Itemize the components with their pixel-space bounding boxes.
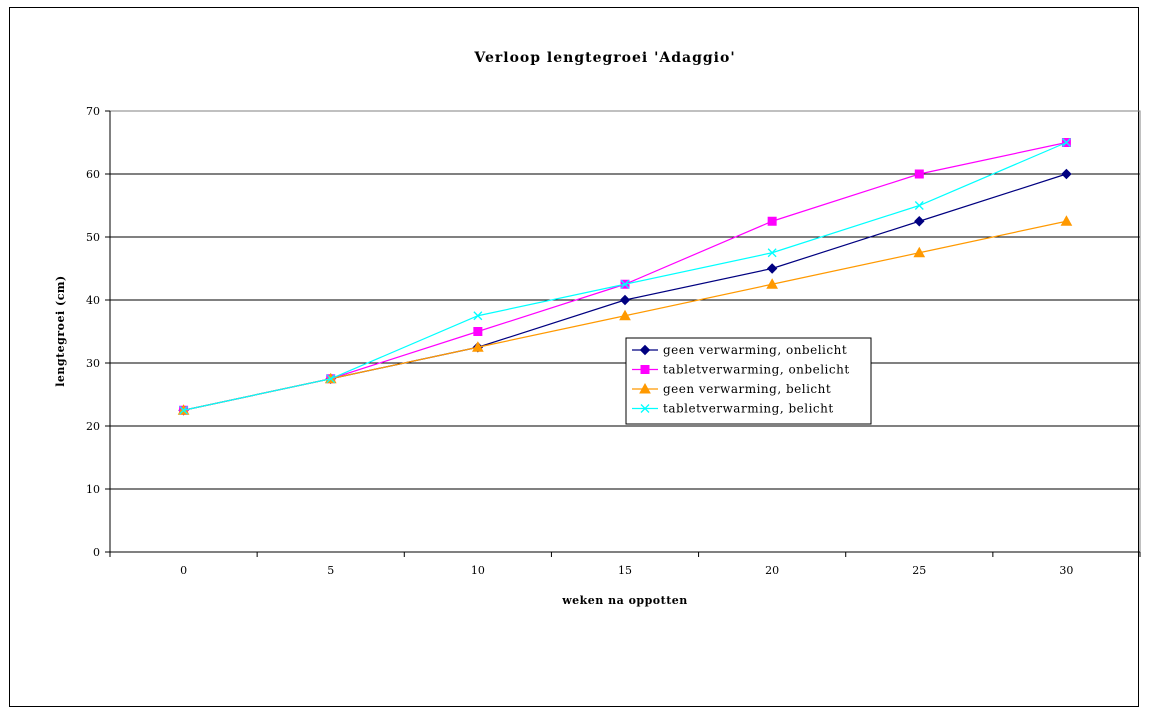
data-point — [619, 309, 631, 321]
legend-label: tabletverwarming, belicht — [663, 402, 834, 416]
y-tick-labels: 0 10 20 30 40 50 60 70 — [86, 105, 110, 559]
data-point — [914, 216, 925, 227]
x-tick-label: 10 — [471, 564, 485, 577]
x-tick-label: 30 — [1059, 564, 1073, 577]
legend-label: tabletverwarming, onbelicht — [663, 363, 850, 377]
y-tick-label: 10 — [86, 483, 100, 496]
series-group — [177, 138, 1073, 416]
legend-item: tabletverwarming, onbelicht — [632, 363, 850, 377]
data-point — [767, 248, 777, 258]
y-tick-label: 0 — [93, 546, 100, 559]
data-point — [914, 201, 924, 210]
legend-item: geen verwarming, belicht — [632, 382, 831, 396]
axes — [109, 111, 1140, 553]
data-point — [473, 327, 483, 336]
legend-label: geen verwarming, onbelicht — [663, 343, 847, 357]
legend-marker — [639, 382, 651, 394]
data-point — [1061, 168, 1072, 180]
legend-label: geen verwarming, belicht — [663, 382, 831, 396]
legend-item: tabletverwarming, belicht — [632, 402, 834, 416]
data-point — [472, 341, 484, 352]
data-point — [179, 405, 189, 415]
series-4 — [179, 138, 1071, 415]
data-point — [767, 216, 777, 226]
series-line — [183, 141, 1067, 411]
data-point — [1061, 138, 1071, 147]
data-point — [913, 246, 926, 258]
y-tick-label: 20 — [86, 420, 100, 433]
data-point — [473, 311, 483, 321]
y-tick-label: 70 — [86, 105, 100, 118]
data-point — [1060, 215, 1073, 226]
x-tick-label: 15 — [618, 564, 632, 577]
data-point — [326, 374, 336, 384]
chart-frame — [9, 7, 1139, 707]
series-3 — [177, 215, 1073, 415]
x-tick-label: 0 — [180, 564, 187, 577]
data-point — [619, 294, 631, 306]
series-1 — [178, 168, 1072, 416]
data-point — [914, 169, 924, 179]
data-point — [766, 278, 778, 289]
y-tick-label: 60 — [86, 168, 100, 181]
series-2 — [179, 138, 1071, 415]
x-tick-label: 20 — [765, 564, 779, 577]
data-point — [620, 279, 630, 289]
x-axis-label: weken na oppotten — [561, 594, 688, 607]
y-tick-label: 50 — [86, 231, 100, 244]
x-tick-label: 5 — [327, 564, 334, 577]
x-tick-labels: 0 5 10 15 20 25 30 — [109, 552, 1141, 577]
chart-title: Verloop lengtegroei 'Adaggio' — [473, 50, 735, 66]
series-line — [183, 141, 1067, 411]
series-line — [183, 173, 1067, 411]
legend-marker — [640, 404, 650, 413]
data-point — [766, 263, 778, 274]
x-tick-label: 25 — [912, 564, 926, 577]
legend-box — [625, 337, 872, 425]
y-tick-label: 40 — [86, 294, 100, 307]
legend-marker — [640, 365, 650, 374]
y-tick-label: 30 — [86, 357, 100, 370]
legend: geen verwarming, onbelicht tabletverwarmi… — [625, 337, 872, 425]
legend-item: geen verwarming, onbelicht — [632, 343, 847, 357]
y-axis-label: lengtegroei (cm) — [54, 275, 67, 387]
legend-marker — [639, 344, 651, 356]
